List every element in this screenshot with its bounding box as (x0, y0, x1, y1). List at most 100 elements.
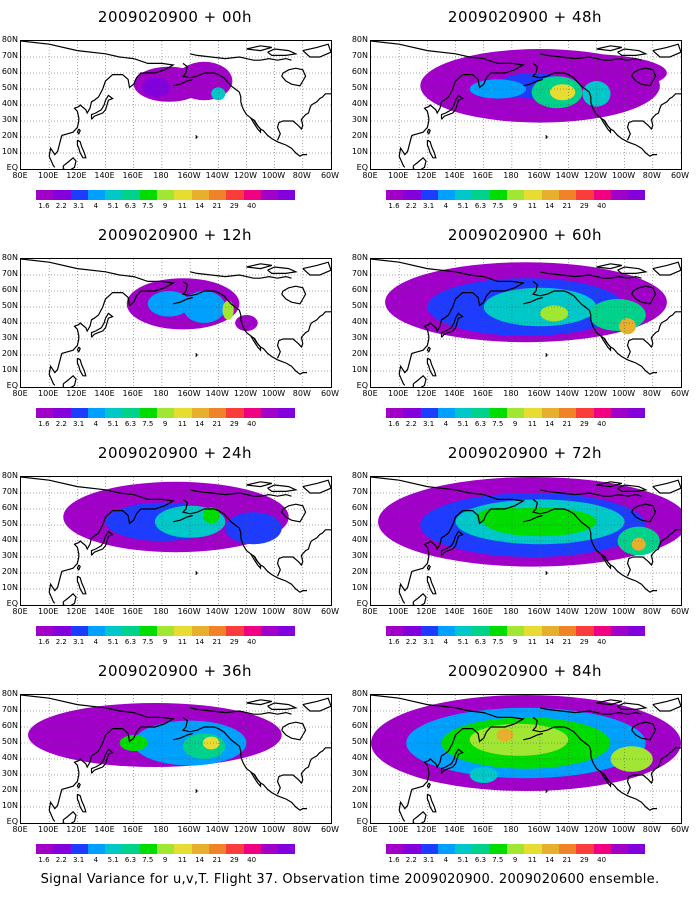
colorbar-swatch (122, 626, 140, 636)
colorbar-label: 29 (229, 420, 239, 428)
colorbar-label: 21 (212, 856, 222, 864)
longitude-axis: 80E 100E 120E 140E 160E 180 160W 140W 120W 100W 80… (358, 389, 689, 401)
coastline (189, 53, 292, 61)
longitude-label: 100W (262, 389, 286, 398)
latitude-label: 80N (351, 253, 368, 262)
colorbar-label: 11 (177, 202, 187, 210)
latitude-label: 30N (1, 333, 18, 342)
coastline (539, 271, 642, 279)
variance-contour (589, 299, 646, 331)
longitude-label: 140E (444, 171, 465, 180)
longitude-axis: 80E 100E 120E 140E 160E 180 160W 140W 120W 100W 80… (8, 825, 339, 837)
longitude-label: 120E (416, 825, 437, 834)
coastline (195, 789, 198, 793)
colorbar-label: 2.2 (55, 856, 67, 864)
latitude-label: 70N (351, 487, 368, 496)
coastline (617, 266, 648, 274)
latitude-label: EQ (356, 381, 368, 390)
colorbar-swatch (455, 626, 473, 636)
coastline (173, 296, 194, 305)
panel-title: 2009020900 + 36h (97, 662, 253, 680)
longitude-label: 160W (527, 825, 551, 834)
colorbar-swatch (593, 626, 611, 636)
colorbar-label: 6.3 (474, 638, 487, 646)
longitude-label: 80W (642, 171, 661, 180)
longitude-label: 120W (583, 825, 608, 834)
colorbar-swatch (524, 626, 542, 636)
coastline (246, 45, 272, 52)
colorbar-swatch (226, 190, 244, 200)
longitude-label: 120E (66, 607, 87, 616)
colorbar-label: 7.5 (142, 420, 154, 428)
colorbar-swatch (70, 408, 88, 418)
colorbar-swatch (541, 190, 559, 200)
colorbar-swatch (576, 190, 594, 200)
colorbar-labels: 1.6 2.2 3.1 4 5.1 6.3 7.5 9 11 14 21 29 40 (36, 638, 336, 648)
latitude-label: 40N (351, 99, 368, 108)
latitude-label: 20N (351, 785, 368, 794)
longitude-label: 140E (94, 607, 115, 616)
colorbar-swatch (403, 190, 421, 200)
colorbar-swatch (437, 408, 456, 418)
colorbar-swatch (105, 844, 123, 854)
longitude-label: 100E (388, 607, 409, 616)
longitude-label: 140E (444, 389, 465, 398)
variance-contour (540, 305, 569, 322)
colorbar-swatch (105, 190, 123, 200)
latitude-label: 60N (351, 67, 368, 76)
colorbar-label: 4 (93, 856, 99, 864)
longitude-label: 100W (262, 607, 286, 616)
colorbar-swatch (455, 408, 473, 418)
colorbar-label: 14 (545, 638, 555, 646)
longitude-label: 160E (472, 389, 493, 398)
colorbar-swatch (593, 408, 611, 418)
longitude-label: 180 (153, 171, 169, 180)
colorbar-swatch (157, 408, 175, 418)
longitude-label: 120W (233, 607, 258, 616)
colorbar-swatch (524, 408, 542, 418)
variance-contour (582, 81, 611, 107)
latitude-label: EQ (356, 163, 368, 172)
colorbar (386, 626, 646, 636)
forecast-panel: 2009020900 + 84h 80N 70N 60N 50N 40N 30N 20N 10N… (350, 654, 700, 879)
colorbar-label: 2.2 (405, 202, 417, 210)
colorbar (386, 408, 646, 418)
longitude-label: 180 (153, 607, 169, 616)
coastline (246, 263, 272, 270)
colorbar-swatch (260, 626, 279, 636)
colorbar-swatch (558, 408, 577, 418)
coastline (523, 732, 544, 741)
longitude-label: 140W (205, 607, 229, 616)
coastline (250, 553, 262, 570)
coastline (440, 530, 464, 556)
colorbar-swatch (208, 408, 227, 418)
colorbar-swatch (70, 844, 88, 854)
colorbar-label: 3.1 (423, 202, 435, 210)
colorbar-label: 11 (527, 638, 537, 646)
colorbar-swatch (139, 844, 158, 854)
longitude-label: 80E (12, 389, 28, 398)
panel-title: 2009020900 + 48h (447, 8, 603, 26)
colorbar-labels: 1.6 2.2 3.1 4 5.1 6.3 7.5 9 11 14 21 29 40 (386, 202, 686, 212)
colorbar-label: 4 (443, 202, 449, 210)
longitude-label: 80W (642, 607, 661, 616)
latitude-label: 10N (1, 583, 18, 592)
forecast-panel: 2009020900 + 36h 80N 70N 60N 50N 40N 30N 20N 10N… (0, 654, 350, 879)
longitude-label: 60W (320, 171, 340, 180)
colorbar-swatch (208, 190, 227, 200)
colorbar-label: 40 (247, 420, 257, 428)
colorbar-swatch (437, 844, 456, 854)
colorbar-labels: 1.6 2.2 3.1 4 5.1 6.3 7.5 9 11 14 21 29 40 (386, 856, 686, 866)
longitude-label: 180 (153, 825, 169, 834)
coastline (181, 280, 307, 375)
latitude-label: 80N (351, 35, 368, 44)
coastline (276, 93, 331, 141)
longitude-label: 160W (177, 389, 201, 398)
latitude-label: 60N (351, 285, 368, 294)
longitude-label: 160W (527, 389, 551, 398)
colorbar-swatch (208, 626, 227, 636)
colorbar-swatch (243, 626, 261, 636)
longitude-label: 80W (292, 171, 311, 180)
coastline (631, 503, 657, 523)
longitude-label: 140W (205, 389, 229, 398)
